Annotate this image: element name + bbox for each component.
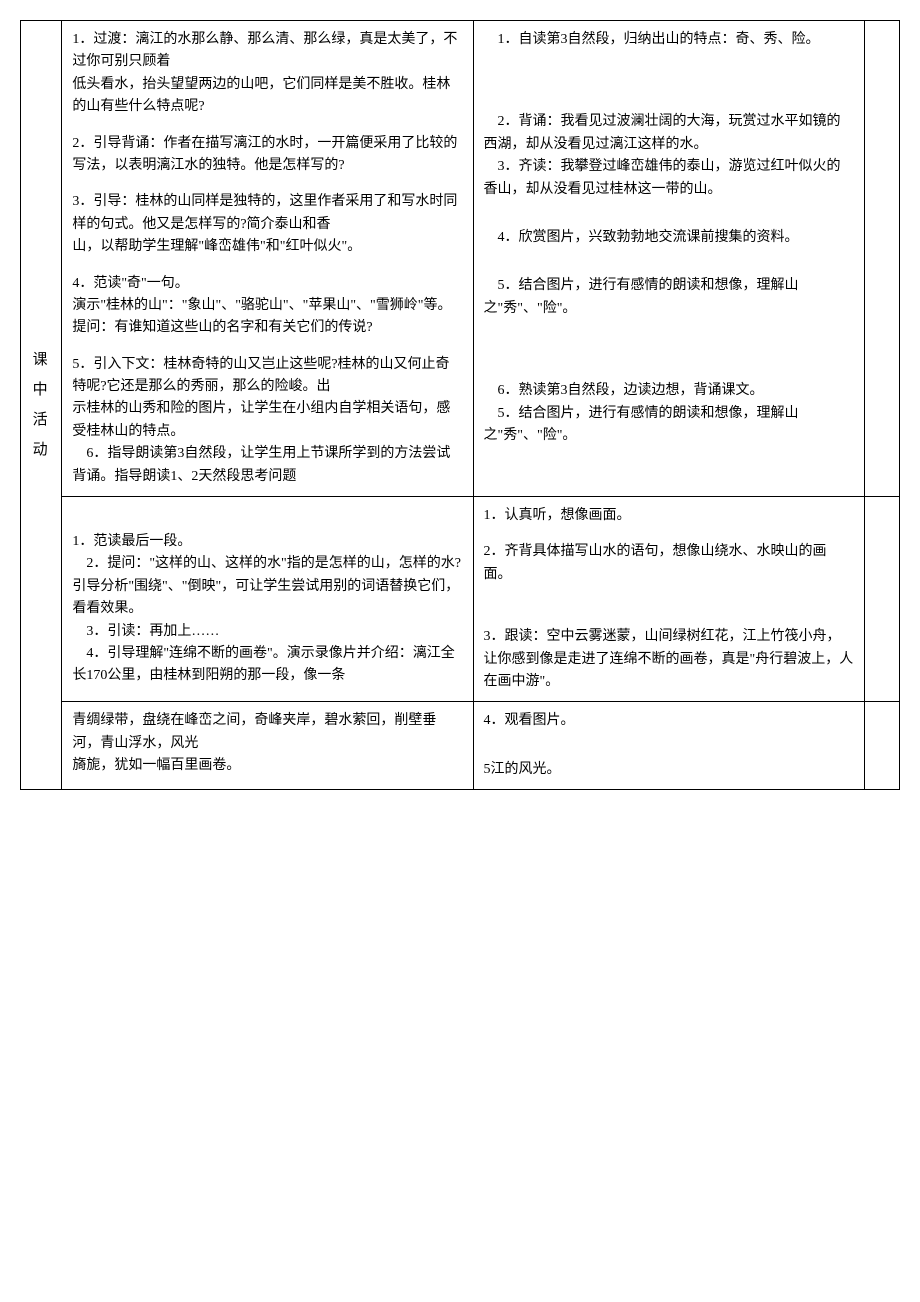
student-cell-2: 1．认真听，想像画面。 2．齐背具体描写山水的语句，想像山绕水、水映山的画面。 … <box>473 497 865 702</box>
student-text: 2．齐背具体描写山水的语句，想像山绕水、水映山的画面。 <box>484 541 855 586</box>
student-cell-3: 4．观看图片。 5江的风光。 <box>473 702 865 790</box>
student-text: 4．观看图片。 <box>484 710 855 732</box>
student-text: 2．背诵：我看见过波澜壮阔的大海，玩赏过水平如镜的西湖，却从没看见过漓江这样的水… <box>484 111 855 156</box>
student-text: 5．结合图片，进行有感情的朗读和想像，理解山之"秀"、"险"。 <box>484 275 855 320</box>
teacher-text: 1．范读最后一段。 <box>72 531 462 553</box>
student-text: 5．结合图片，进行有感情的朗读和想像，理解山之"秀"、"险"。 <box>484 403 855 448</box>
row-label-cell: 课 中 活 动 <box>21 21 62 790</box>
student-text: 3．跟读：空中云雾迷蒙，山间绿树红花，江上竹筏小舟，让你感到像是走进了连绵不断的… <box>484 626 855 693</box>
label-char: 课 <box>31 345 51 375</box>
teacher-text: 2．引导背诵：作者在描写漓江的水时，一开篇便采用了比较的写法，以表明漓江水的独特… <box>72 133 462 178</box>
teacher-text: 6．指导朗读第3自然段，让学生用上节课所学到的方法尝试背诵。指导朗读1、2天然段… <box>72 443 462 488</box>
lesson-table: 课 中 活 动 1．过渡：漓江的水那么静、那么清、那么绿，真是太美了，不过你可别… <box>20 20 900 790</box>
vertical-label: 课 中 活 动 <box>31 345 51 465</box>
note-cell-1 <box>865 21 900 497</box>
teacher-text: 3．引导：桂林的山同样是独特的，这里作者采用了和写水时同样的句式。他又是怎样写的… <box>72 191 462 236</box>
teacher-cell-3: 青绸绿带，盘绕在峰峦之间，奇峰夹岸，碧水萦回，削壁垂河，青山浮水，风光 旖旎，犹… <box>62 702 473 790</box>
label-char: 中 <box>31 375 51 405</box>
teacher-text: 4．范读"奇"一句。 <box>72 273 462 295</box>
student-text: 5江的风光。 <box>484 759 855 781</box>
teacher-text: 2．提问："这样的山、这样的水"指的是怎样的山，怎样的水?引导分析"围绕"、"倒… <box>72 553 462 620</box>
table-row: 青绸绿带，盘绕在峰峦之间，奇峰夹岸，碧水萦回，削壁垂河，青山浮水，风光 旖旎，犹… <box>21 702 900 790</box>
note-cell-2 <box>865 497 900 702</box>
teacher-text: 示桂林的山秀和险的图片，让学生在小组内自学相关语句，感受桂林山的特点。 <box>72 398 462 443</box>
table-row: 课 中 活 动 1．过渡：漓江的水那么静、那么清、那么绿，真是太美了，不过你可别… <box>21 21 900 497</box>
teacher-text: 青绸绿带，盘绕在峰峦之间，奇峰夹岸，碧水萦回，削壁垂河，青山浮水，风光 <box>72 710 462 755</box>
label-char: 动 <box>31 435 51 465</box>
label-char: 活 <box>31 405 51 435</box>
teacher-text: 3．引读：再加上…… <box>72 621 462 643</box>
table-row: 1．范读最后一段。 2．提问："这样的山、这样的水"指的是怎样的山，怎样的水?引… <box>21 497 900 702</box>
teacher-text: 5．引入下文：桂林奇特的山又岂止这些呢?桂林的山又何止奇特呢?它还是那么的秀丽，… <box>72 354 462 399</box>
student-text: 4．欣赏图片，兴致勃勃地交流课前搜集的资料。 <box>484 227 855 249</box>
teacher-text: 旖旎，犹如一幅百里画卷。 <box>72 755 462 777</box>
teacher-text: 演示"桂林的山"："象山"、"骆驼山"、"苹果山"、"雪狮岭"等。提问：有谁知道… <box>72 295 462 340</box>
student-text: 3．齐读：我攀登过峰峦雄伟的泰山，游览过红叶似火的香山，却从没看见过桂林这一带的… <box>484 156 855 201</box>
student-cell-1: 1．自读第3自然段，归纳出山的特点：奇、秀、险。 2．背诵：我看见过波澜壮阔的大… <box>473 21 865 497</box>
student-text: 1．自读第3自然段，归纳出山的特点：奇、秀、险。 <box>484 29 855 51</box>
teacher-text: 山，以帮助学生理解"峰峦雄伟"和"红叶似火"。 <box>72 236 462 258</box>
teacher-text: 低头看水，抬头望望两边的山吧，它们同样是美不胜收。桂林的山有些什么特点呢? <box>72 74 462 119</box>
student-text: 6．熟读第3自然段，边读边想，背诵课文。 <box>484 380 855 402</box>
teacher-cell-2: 1．范读最后一段。 2．提问："这样的山、这样的水"指的是怎样的山，怎样的水?引… <box>62 497 473 702</box>
teacher-cell-1: 1．过渡：漓江的水那么静、那么清、那么绿，真是太美了，不过你可别只顾着 低头看水… <box>62 21 473 497</box>
student-text: 1．认真听，想像画面。 <box>484 505 855 527</box>
teacher-text: 1．过渡：漓江的水那么静、那么清、那么绿，真是太美了，不过你可别只顾着 <box>72 29 462 74</box>
note-cell-3 <box>865 702 900 790</box>
teacher-text: 4．引导理解"连绵不断的画卷"。演示录像片并介绍：漓江全长170公里，由桂林到阳… <box>72 643 462 688</box>
